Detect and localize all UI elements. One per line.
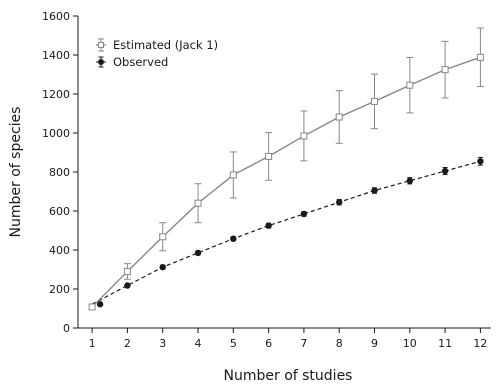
- y-tick-label: 800: [49, 166, 70, 179]
- observed-point: [194, 249, 202, 257]
- legend-item-observed: Observed: [96, 55, 168, 69]
- y-tick-label: 200: [49, 283, 70, 296]
- series-estimated: [88, 27, 484, 311]
- y-tick-label: 1200: [42, 88, 70, 101]
- x-tick-label: 6: [265, 337, 272, 350]
- legend-item-estimated: Estimated (Jack 1): [96, 38, 218, 52]
- x-tick-label: 2: [124, 337, 131, 350]
- x-tick-label: 8: [336, 337, 343, 350]
- x-axis-ticks: 1 2 3 4 5 6 7 8 9 10 11 12: [89, 328, 487, 350]
- x-tick-label: 5: [230, 337, 237, 350]
- estimated-point: [88, 303, 96, 311]
- x-tick-label: 11: [438, 337, 452, 350]
- estimated-point: [406, 81, 414, 89]
- observed-point: [371, 187, 378, 194]
- y-tick-label: 1600: [42, 10, 70, 23]
- y-axis-title: Number of species: [8, 107, 24, 238]
- observed-point: [96, 301, 104, 308]
- legend-marker-square: [98, 42, 104, 48]
- estimated-point: [194, 199, 202, 207]
- estimated-point: [300, 132, 308, 140]
- observed-point: [124, 282, 131, 289]
- observed-point: [300, 210, 308, 218]
- y-tick-label: 600: [49, 205, 70, 218]
- x-tick-label: 1: [89, 337, 96, 350]
- legend-label-observed: Observed: [113, 55, 168, 69]
- estimated-point: [476, 53, 484, 61]
- estimated-line: [91, 56, 481, 308]
- series-layer: [88, 27, 484, 311]
- estimated-point: [159, 233, 167, 241]
- observed-point: [441, 167, 449, 175]
- estimated-point: [371, 97, 379, 105]
- observed-point: [265, 222, 272, 229]
- legend-label-estimated: Estimated (Jack 1): [113, 38, 218, 52]
- estimated-point: [335, 113, 343, 121]
- legend: Estimated (Jack 1) Observed: [96, 38, 218, 69]
- x-tick-label: 9: [371, 337, 378, 350]
- x-tick-label: 4: [195, 337, 202, 350]
- x-tick-label: 10: [403, 337, 417, 350]
- y-axis-ticks: 0 200 400 600 800 1000 1200 1400 1600: [42, 10, 78, 335]
- y-tick-label: 400: [49, 244, 70, 257]
- y-tick-label: 1000: [42, 127, 70, 140]
- observed-line: [91, 160, 481, 305]
- y-tick-label: 0: [63, 322, 70, 335]
- estimated-point: [229, 171, 237, 179]
- x-axis-title: Number of studies: [224, 368, 353, 384]
- series-observed: [91, 156, 484, 308]
- x-tick-label: 3: [159, 337, 166, 350]
- x-tick-label: 7: [300, 337, 307, 350]
- estimated-point: [265, 152, 273, 160]
- legend-marker-dot: [98, 59, 104, 65]
- estimated-point: [441, 66, 449, 74]
- observed-point: [406, 177, 414, 184]
- observed-point: [230, 235, 237, 242]
- x-tick-label: 12: [473, 337, 487, 350]
- observed-point: [336, 199, 343, 206]
- observed-point: [477, 158, 484, 165]
- observed-point: [159, 263, 166, 271]
- y-tick-label: 1400: [42, 49, 70, 62]
- estimated-point: [123, 267, 131, 275]
